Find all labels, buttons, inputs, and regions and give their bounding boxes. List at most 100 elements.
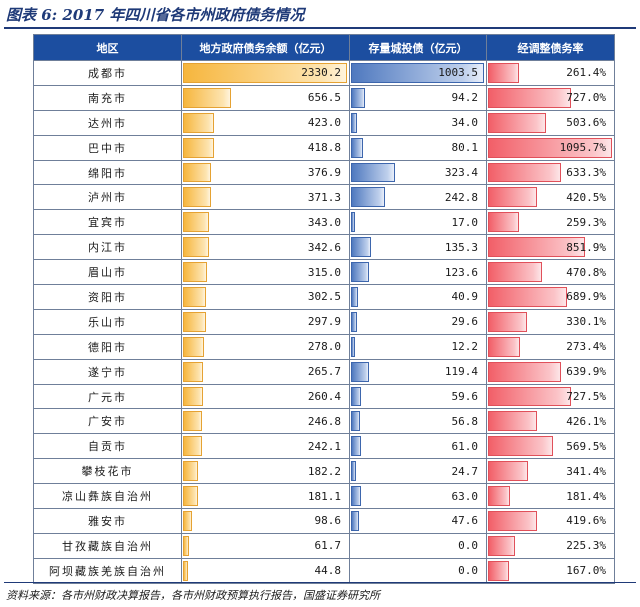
invest-cell: 17.0 — [349, 209, 487, 236]
invest-value: 0.0 — [458, 564, 478, 578]
debt-value: 182.2 — [307, 464, 341, 478]
region-cell: 遂宁市 — [33, 358, 182, 385]
table-row: 南充市 656.5 94.2 727.0% — [33, 84, 615, 111]
debt-bar — [183, 361, 204, 382]
ratio-cell: 341.4% — [486, 458, 615, 485]
invest-cell: 119.4 — [349, 358, 487, 385]
table-row: 宜宾市 343.0 17.0 259.3% — [33, 209, 615, 236]
debt-value: 342.6 — [307, 240, 341, 254]
ratio-bar — [488, 535, 516, 556]
region-cell: 阿坝藏族羌族自治州 — [33, 557, 182, 584]
debt-cell: 44.8 — [181, 557, 350, 584]
invest-value: 63.0 — [451, 489, 479, 503]
debt-value: 98.6 — [314, 514, 342, 528]
region-cell: 内江市 — [33, 234, 182, 261]
table-body: 成都市 2330.2 1003.5 261.4% 南充市 656.5 94.2 727.0% 达… — [33, 60, 615, 584]
region-cell: 自贡市 — [33, 433, 182, 460]
invest-value: 24.7 — [451, 464, 479, 478]
ratio-cell: 1095.7% — [486, 134, 615, 161]
table-row: 泸州市 371.3 242.8 420.5% — [33, 184, 615, 211]
ratio-bar — [488, 361, 562, 382]
invest-bar — [351, 486, 362, 507]
region-cell: 绵阳市 — [33, 159, 182, 186]
table-row: 攀枝花市 182.2 24.7 341.4% — [33, 458, 615, 485]
ratio-value: 419.6% — [566, 514, 606, 528]
invest-bar — [351, 287, 359, 307]
invest-bar — [351, 212, 356, 233]
invest-value: 135.3 — [444, 240, 478, 254]
table-row: 内江市 342.6 135.3 851.9% — [33, 234, 615, 261]
debt-cell: 343.0 — [181, 209, 350, 236]
debt-cell: 315.0 — [181, 259, 350, 286]
table-row: 阿坝藏族羌族自治州 44.8 0.0 167.0% — [33, 557, 615, 584]
ratio-bar — [488, 187, 537, 208]
debt-bar — [183, 237, 209, 258]
footer-divider — [4, 582, 636, 583]
debt-bar — [183, 311, 206, 332]
debt-bar — [183, 386, 204, 407]
ratio-cell: 503.6% — [486, 109, 615, 136]
ratio-bar — [488, 63, 520, 83]
debt-bar — [183, 112, 215, 133]
ratio-value: 851.9% — [566, 240, 606, 254]
debt-bar — [183, 511, 192, 531]
invest-bar — [351, 137, 364, 158]
ratio-value: 167.0% — [566, 564, 606, 578]
debt-bar — [183, 411, 203, 432]
invest-cell: 56.8 — [349, 408, 487, 435]
region-cell: 巴中市 — [33, 134, 182, 161]
debt-cell: 61.7 — [181, 532, 350, 559]
ratio-cell: 426.1% — [486, 408, 615, 435]
debt-value: 278.0 — [307, 340, 341, 354]
region-cell: 雅安市 — [33, 508, 182, 534]
ratio-cell: 727.5% — [486, 383, 615, 410]
invest-value: 47.6 — [451, 514, 479, 528]
header-debt: 地方政府债务余额（亿元） — [181, 34, 350, 61]
table-row: 乐山市 297.9 29.6 330.1% — [33, 308, 615, 335]
table-row: 眉山市 315.0 123.6 470.8% — [33, 259, 615, 286]
source-note: 资料来源：各市州财政决算报告，各市州财政预算执行报告，国盛证券研究所 — [6, 589, 380, 602]
debt-value: 423.0 — [307, 116, 341, 130]
invest-cell: 47.6 — [349, 508, 487, 534]
ratio-bar — [488, 336, 521, 357]
invest-value: 56.8 — [451, 414, 479, 428]
ratio-bar — [488, 511, 537, 531]
table-row: 达州市 423.0 34.0 503.6% — [33, 109, 615, 136]
ratio-bar — [488, 262, 543, 283]
region-cell: 广安市 — [33, 408, 182, 435]
ratio-value: 426.1% — [566, 414, 606, 428]
region-cell: 乐山市 — [33, 308, 182, 335]
invest-value: 242.8 — [444, 190, 478, 204]
header-region: 地区 — [33, 34, 182, 61]
invest-cell: 40.9 — [349, 284, 487, 310]
ratio-bar — [488, 112, 547, 133]
ratio-bar — [488, 436, 554, 457]
ratio-value: 420.5% — [566, 190, 606, 204]
invest-bar — [351, 411, 361, 432]
debt-bar — [183, 535, 190, 556]
ratio-cell: 689.9% — [486, 284, 615, 310]
ratio-cell: 569.5% — [486, 433, 615, 460]
ratio-value: 273.4% — [566, 340, 606, 354]
region-cell: 广元市 — [33, 383, 182, 410]
ratio-bar — [488, 137, 612, 158]
debt-value: 297.9 — [307, 315, 341, 329]
invest-value: 17.0 — [451, 215, 479, 229]
debt-cell: 302.5 — [181, 284, 350, 310]
ratio-cell: 181.4% — [486, 483, 615, 510]
debt-cell: 260.4 — [181, 383, 350, 410]
debt-bar — [183, 212, 209, 233]
debt-value: 315.0 — [307, 265, 341, 279]
debt-value: 242.1 — [307, 439, 341, 453]
invest-cell: 63.0 — [349, 483, 487, 510]
title-divider — [4, 27, 636, 29]
invest-bar — [351, 461, 357, 482]
debt-cell: 297.9 — [181, 308, 350, 335]
invest-value: 0.0 — [458, 539, 478, 553]
invest-bar — [351, 162, 396, 183]
table-row: 成都市 2330.2 1003.5 261.4% — [33, 60, 615, 86]
region-cell: 成都市 — [33, 60, 182, 86]
debt-value: 260.4 — [307, 390, 341, 404]
ratio-cell: 261.4% — [486, 60, 615, 86]
invest-bar — [351, 336, 355, 357]
